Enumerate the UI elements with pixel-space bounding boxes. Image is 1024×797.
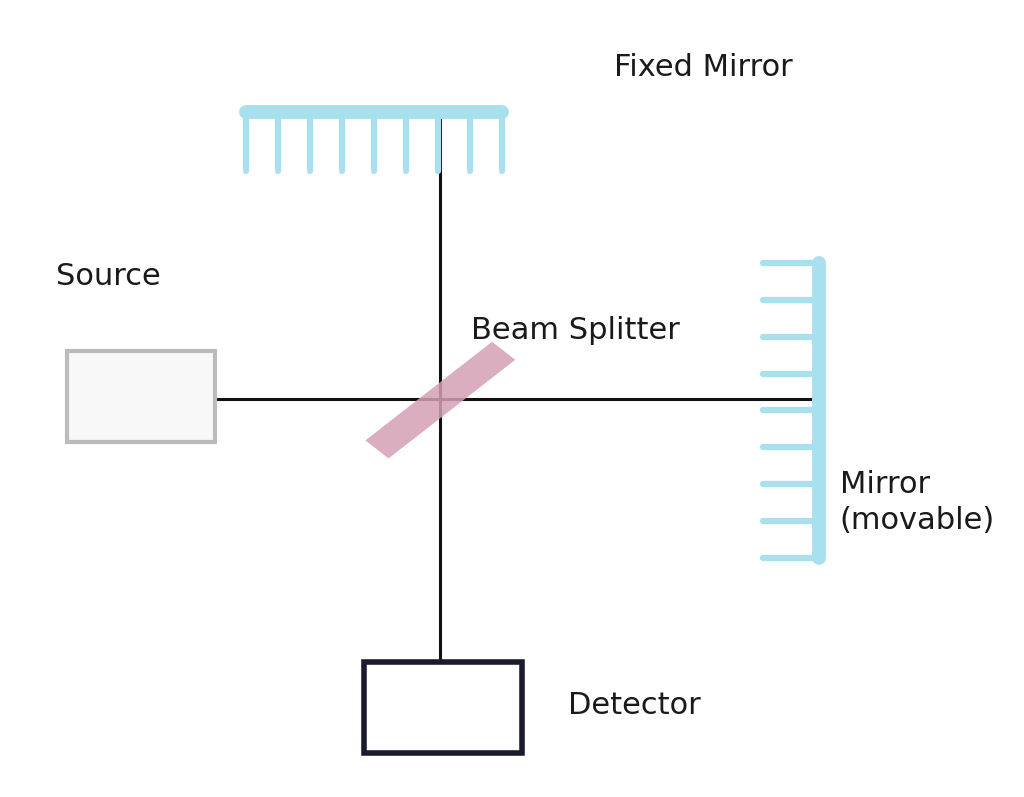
Text: Fixed Mirror: Fixed Mirror — [614, 53, 794, 82]
Text: Mirror
(movable): Mirror (movable) — [840, 469, 995, 535]
Text: Detector: Detector — [568, 691, 701, 720]
Polygon shape — [366, 342, 515, 458]
Text: Beam Splitter: Beam Splitter — [471, 316, 680, 345]
Text: Source: Source — [56, 262, 161, 291]
Bar — [364, 662, 522, 753]
Bar — [67, 351, 215, 442]
